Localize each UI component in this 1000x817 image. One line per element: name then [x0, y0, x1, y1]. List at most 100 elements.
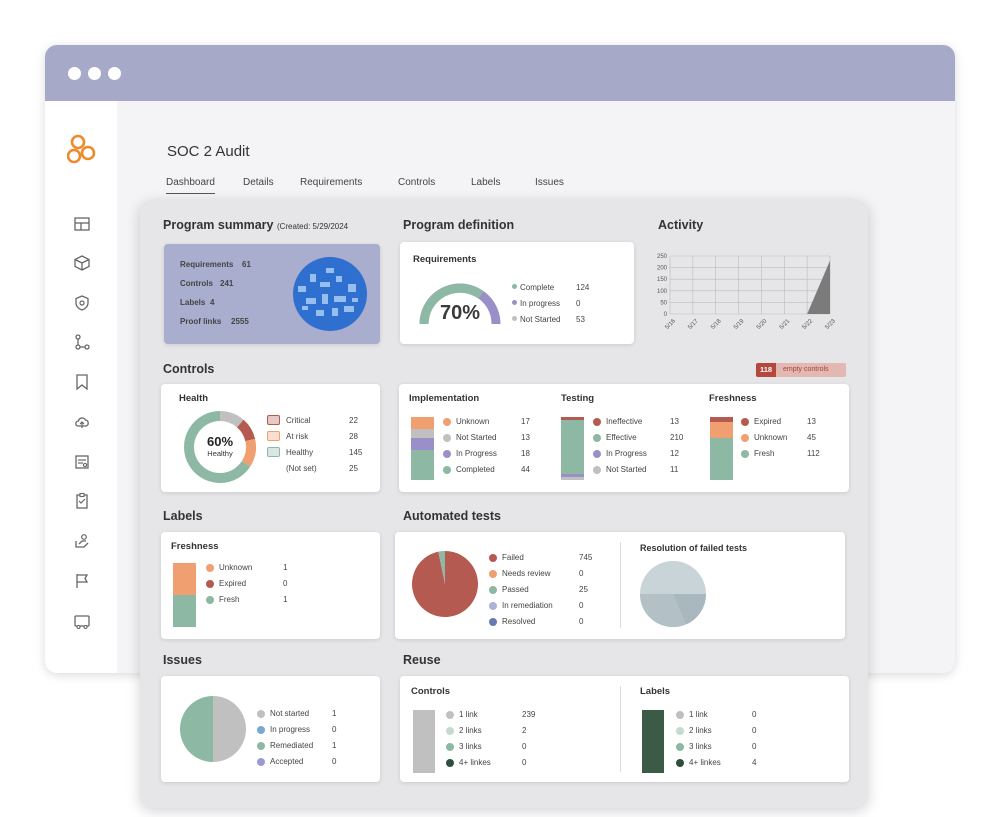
legend-value: 25: [349, 464, 358, 473]
legend-label: 3 links: [459, 742, 482, 751]
donut-segment: [241, 438, 256, 467]
issues-title: Issues: [163, 653, 202, 667]
hand-icon[interactable]: [73, 532, 91, 550]
health-title: Health: [179, 393, 209, 404]
legend-label: Needs review: [502, 569, 551, 578]
flag-icon[interactable]: [73, 572, 91, 590]
checklist-icon[interactable]: [73, 492, 91, 510]
y-tick-label: 0: [664, 312, 668, 318]
stack-segment: [411, 428, 434, 438]
legend-dot: [489, 586, 497, 594]
legend-value: 0: [522, 742, 527, 751]
legend-label: At risk: [286, 432, 309, 441]
reuse-card: Controls Labels 1 link 239 2 links 2 3 links…: [400, 676, 849, 782]
reuse-controls-title: Controls: [411, 686, 451, 697]
legend-label: 1 link: [689, 710, 708, 719]
legend-dot: [676, 711, 684, 719]
legend-dot: [593, 418, 601, 426]
legend-dot: [489, 602, 497, 610]
empty-controls-badge[interactable]: 118 empty controls: [756, 363, 846, 377]
legend-label: In remediation: [502, 601, 553, 610]
qr-badge-icon: [293, 257, 367, 331]
legend-swatch: [267, 415, 280, 425]
requirements-percent: 70%: [440, 302, 481, 324]
donut-segment: [184, 411, 251, 483]
legend-label: Not Started: [456, 433, 497, 442]
implementation-title: Implementation: [409, 393, 480, 404]
cloud-upload-icon[interactable]: [73, 413, 91, 431]
legend-label: Not started: [270, 709, 310, 718]
controls-status-card: Implementation Testing Freshness Unknown…: [399, 384, 849, 492]
requirements-gauge: [419, 283, 501, 325]
legend-label: Resolved: [502, 617, 536, 626]
legend-value: 17: [521, 417, 530, 426]
summary-value: 4: [210, 298, 215, 307]
legend-value: 0: [522, 758, 527, 767]
divider: [620, 686, 621, 772]
legend-dot: [206, 580, 214, 588]
tab-labels[interactable]: Labels: [471, 177, 501, 188]
legend-dot: [446, 743, 454, 751]
legend-value: 53: [576, 315, 585, 324]
stack-segment: [561, 474, 584, 478]
labels-freshness-title: Freshness: [171, 541, 219, 552]
legend-value: 0: [752, 726, 757, 735]
health-percent: 60%: [206, 434, 234, 449]
truck-icon[interactable]: [73, 612, 91, 630]
program-definition-title: Program definition: [403, 218, 515, 232]
legend-value: 0: [752, 742, 757, 751]
legend-label: Unknown: [219, 563, 253, 572]
report-icon[interactable]: [73, 453, 91, 471]
legend-label: Unknown: [456, 417, 490, 426]
health-sub: Healthy: [207, 449, 233, 458]
x-tick-label: 5/22: [802, 318, 815, 331]
bookmark-icon[interactable]: [73, 373, 91, 391]
reuse-controls-bar: [413, 710, 435, 773]
legend-label: In Progress: [606, 449, 647, 458]
legend-value: 745: [579, 553, 593, 562]
x-tick-label: 5/16: [664, 318, 677, 331]
tab-controls[interactable]: Controls: [398, 177, 436, 188]
box-icon[interactable]: [73, 254, 91, 272]
page-title: SOC 2 Audit: [167, 143, 250, 160]
shield-icon[interactable]: [73, 294, 91, 312]
stack-segment: [710, 421, 733, 439]
workflow-icon[interactable]: [73, 333, 91, 351]
legend-value: 1: [283, 563, 288, 572]
app-logo: [67, 134, 96, 164]
legend-label: Fresh: [219, 595, 240, 604]
tab-issues[interactable]: Issues: [535, 177, 564, 188]
legend-value: 0: [332, 725, 337, 734]
legend-value: 2: [522, 726, 527, 735]
legend-value: 145: [349, 448, 363, 457]
legend-value: 13: [807, 417, 816, 426]
legend-label: 2 links: [689, 726, 712, 735]
legend-label: Critical: [286, 416, 311, 425]
tab-details[interactable]: Details: [243, 177, 274, 188]
legend-dot: [206, 596, 214, 604]
empty-controls-label: empty controls: [783, 366, 829, 373]
automated-tests-title: Automated tests: [403, 509, 501, 523]
legend-value: 44: [521, 465, 530, 474]
legend-dot: [443, 418, 451, 426]
issues-pie-chart: [180, 696, 246, 762]
legend-dot: [593, 466, 601, 474]
legend-label: Effective: [606, 433, 637, 442]
legend-value: 112: [807, 449, 820, 458]
legend-label: Failed: [502, 553, 524, 562]
legend-label: Not Started: [606, 465, 647, 474]
issues-card: Not started 1 In progress 0 Remediated 1 Accep…: [161, 676, 380, 782]
legend-dot: [593, 450, 601, 458]
tab-dashboard[interactable]: Dashboard: [166, 177, 215, 194]
legend-dot: [741, 418, 749, 426]
legend-label: Passed: [502, 585, 529, 594]
legend-value: 13: [521, 433, 530, 442]
legend-value: 25: [579, 585, 588, 594]
dashboard-icon[interactable]: [73, 215, 91, 233]
tab-requirements[interactable]: Requirements: [300, 177, 363, 188]
legend-label: 2 links: [459, 726, 482, 735]
donut-segment: [236, 419, 256, 442]
stack-segment: [411, 417, 434, 429]
legend-dot: [257, 758, 265, 766]
legend-dot: [741, 450, 749, 458]
